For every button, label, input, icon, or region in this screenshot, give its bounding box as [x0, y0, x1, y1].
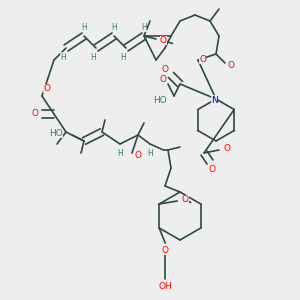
Text: H: H	[120, 52, 126, 62]
Text: H: H	[60, 52, 66, 62]
Text: O: O	[31, 110, 38, 118]
Text: H: H	[81, 22, 87, 32]
Text: H: H	[147, 148, 153, 158]
Text: O: O	[134, 152, 142, 160]
Text: O: O	[43, 84, 50, 93]
Text: O: O	[199, 55, 206, 64]
Text: H: H	[111, 22, 117, 32]
Text: HO: HO	[49, 129, 63, 138]
Text: O: O	[162, 246, 169, 255]
Text: O: O	[223, 144, 230, 153]
Text: H: H	[117, 148, 123, 158]
Text: OH: OH	[158, 282, 172, 291]
Text: O: O	[161, 64, 169, 74]
Text: O: O	[181, 195, 188, 204]
Text: N: N	[211, 95, 218, 105]
Text: O: O	[160, 36, 167, 45]
Text: O: O	[160, 36, 167, 45]
Text: O: O	[208, 165, 215, 174]
Text: H: H	[141, 22, 147, 32]
Text: H: H	[90, 52, 96, 62]
Text: O: O	[227, 61, 235, 70]
Text: HO: HO	[153, 96, 166, 105]
Text: O: O	[160, 75, 167, 84]
